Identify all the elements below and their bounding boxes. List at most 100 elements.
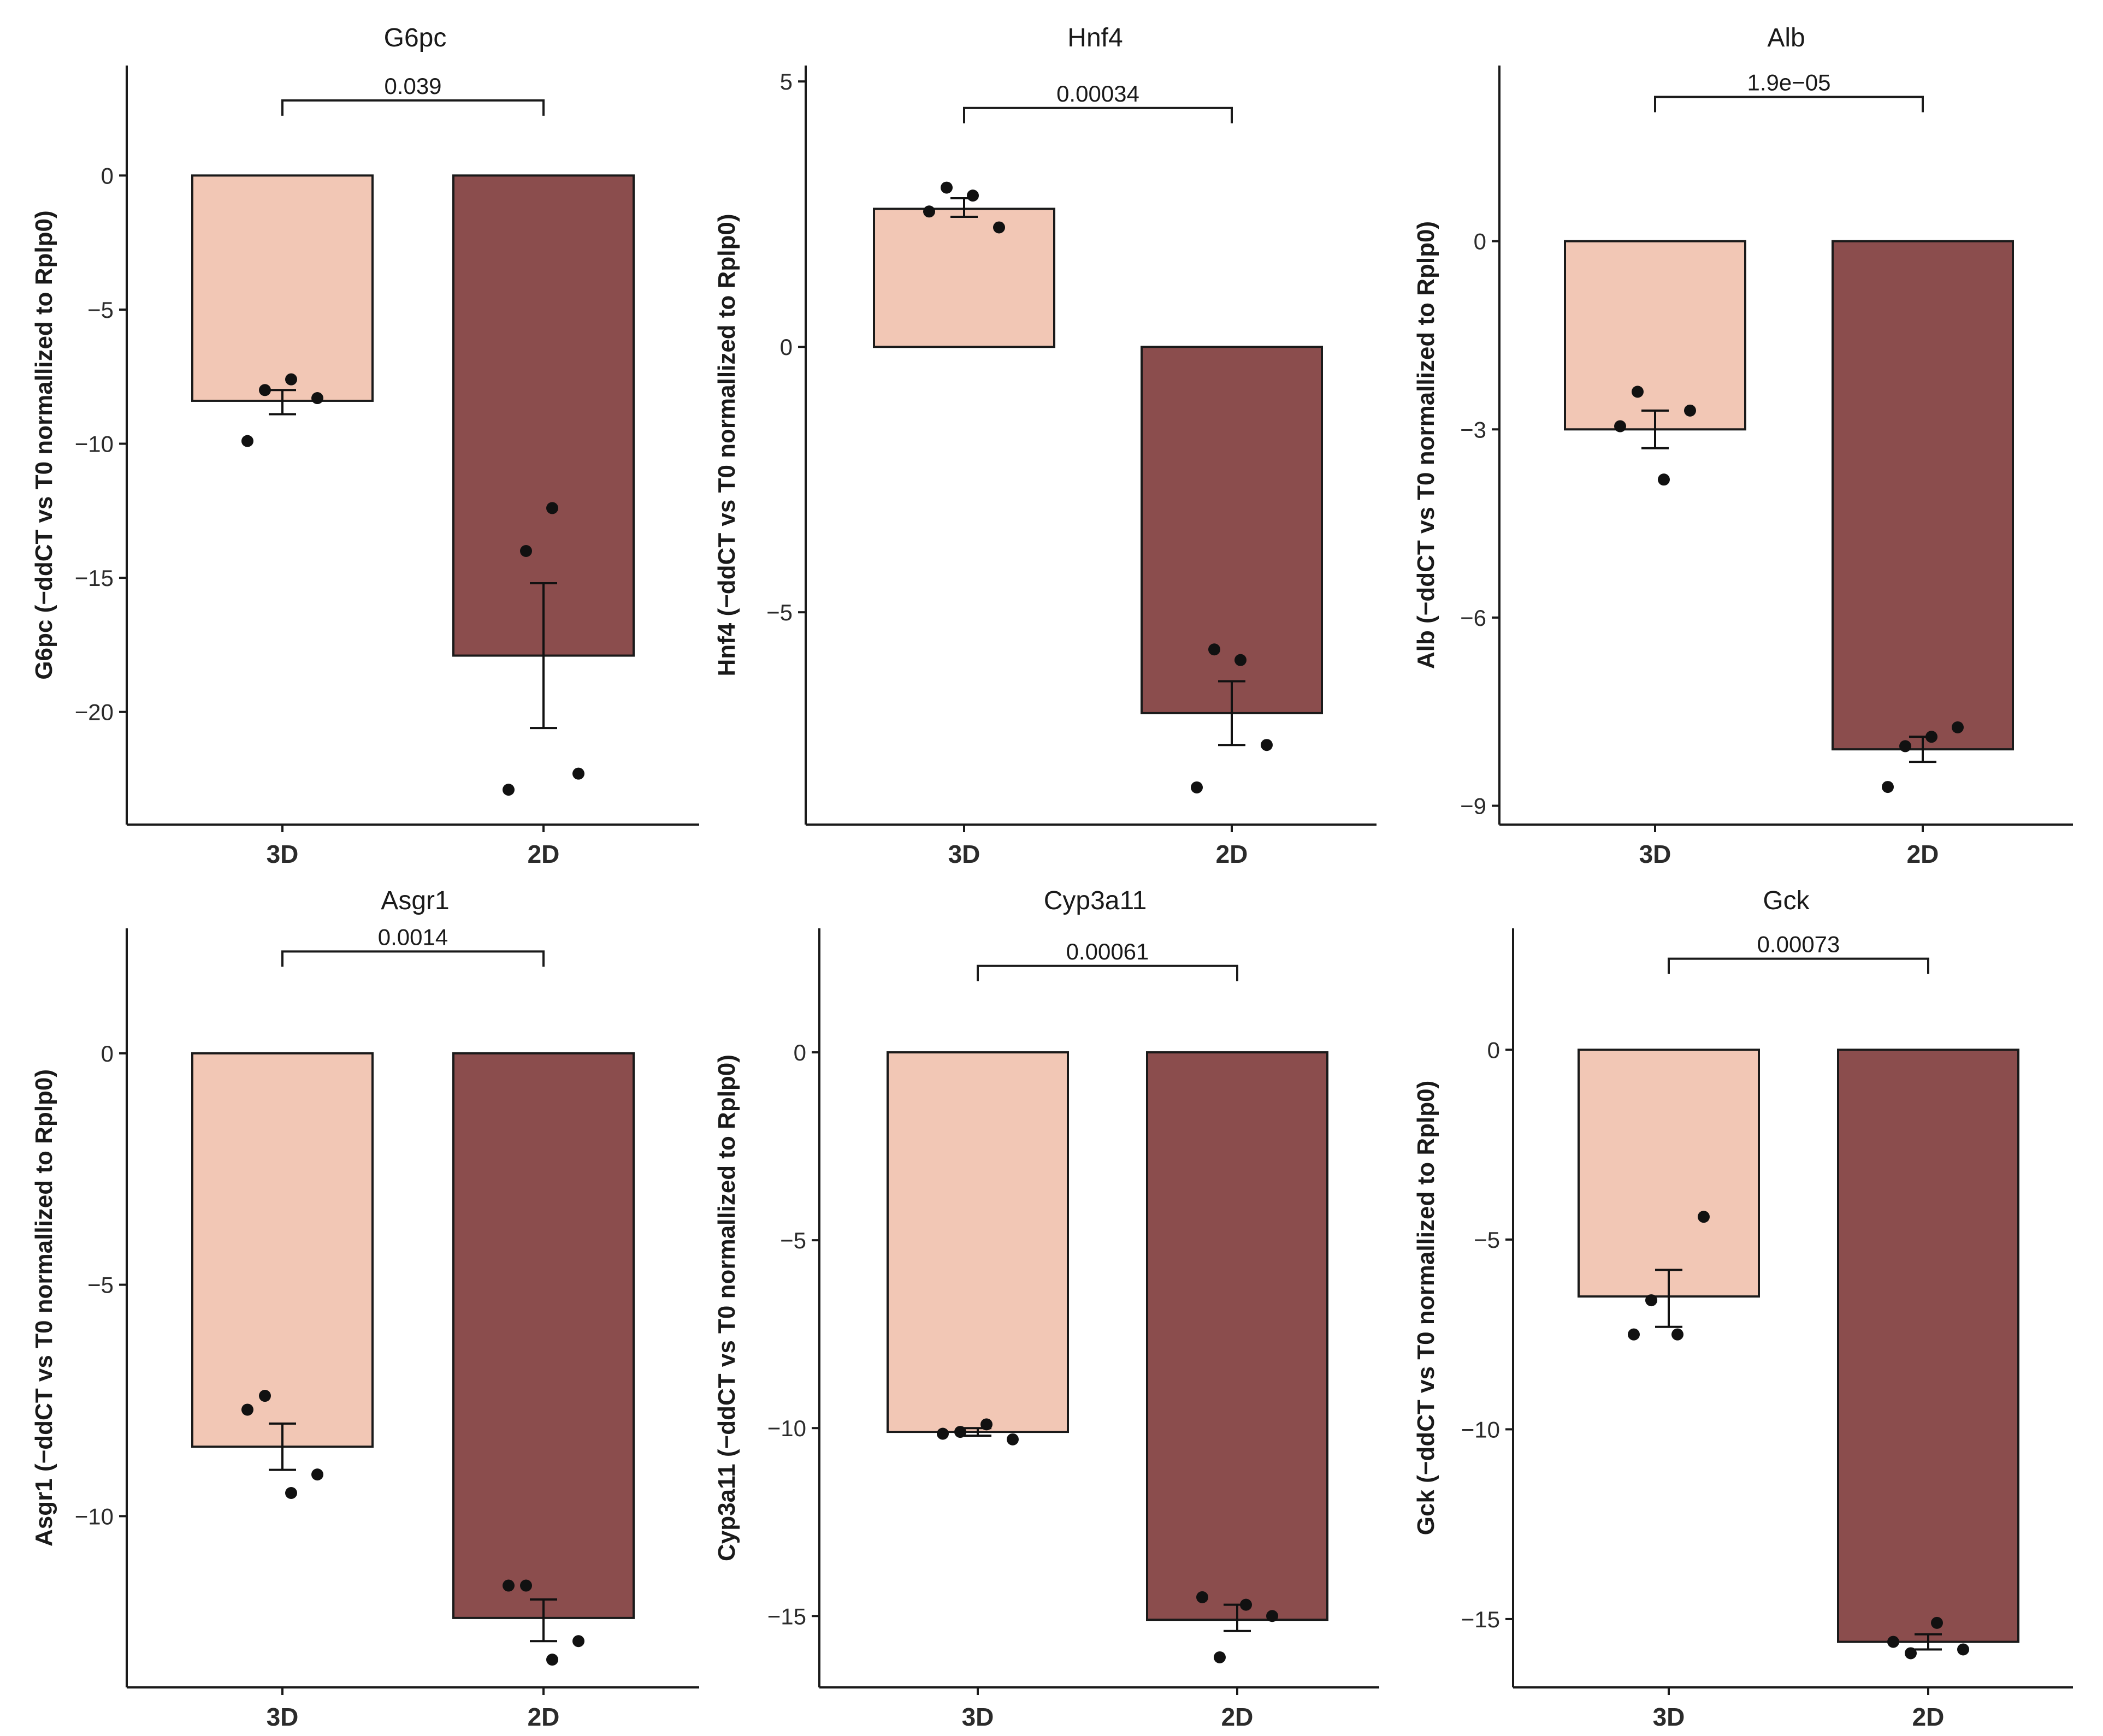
data-point bbox=[1234, 654, 1247, 666]
x-tick-label: 3D bbox=[1639, 840, 1671, 868]
p-value-label: 1.9e−05 bbox=[1747, 69, 1831, 95]
data-point bbox=[1007, 1433, 1019, 1445]
y-tick-label: −20 bbox=[75, 700, 114, 725]
x-tick-label: 2D bbox=[528, 840, 560, 868]
data-point bbox=[259, 1390, 271, 1402]
y-tick-label: −5 bbox=[780, 1228, 806, 1253]
data-point bbox=[1905, 1647, 1917, 1660]
panel-gck: Gck Gck (−ddCT vs T0 normallized to Rplp0… bbox=[1413, 886, 2073, 1731]
data-point bbox=[285, 373, 297, 386]
data-point bbox=[1698, 1211, 1710, 1223]
x-tick-label: 3D bbox=[267, 840, 299, 868]
x-tick-label: 2D bbox=[1221, 1703, 1254, 1731]
y-tick-label: −10 bbox=[75, 1503, 114, 1529]
data-point bbox=[1208, 643, 1220, 656]
data-point bbox=[311, 1468, 323, 1481]
panel-title: Gck bbox=[1763, 886, 1810, 915]
data-point bbox=[1614, 420, 1626, 432]
y-tick-label: −9 bbox=[1460, 793, 1486, 819]
x-tick-label: 3D bbox=[267, 1703, 299, 1731]
data-point bbox=[1925, 731, 1937, 743]
data-point bbox=[520, 545, 532, 558]
data-point bbox=[572, 1635, 584, 1648]
data-point bbox=[967, 189, 979, 202]
y-tick-label: 0 bbox=[1487, 1037, 1500, 1063]
panel-title: Cyp3a11 bbox=[1044, 886, 1147, 915]
y-axis-label: Alb (−ddCT vs T0 normallized to Rplp0) bbox=[1413, 221, 1439, 669]
y-tick-label: −6 bbox=[1460, 605, 1486, 631]
data-point bbox=[937, 1427, 949, 1440]
y-tick-label: 5 bbox=[780, 69, 793, 94]
panel-title: G6pc bbox=[384, 23, 447, 52]
data-point bbox=[1266, 1610, 1278, 1622]
y-tick-label: 0 bbox=[101, 163, 114, 188]
panel-g6pc: G6pc G6pc (−ddCT vs T0 normallized to Rpl… bbox=[31, 23, 699, 868]
significance-bracket bbox=[281, 950, 545, 967]
data-point bbox=[1887, 1636, 1899, 1648]
bar-3d bbox=[873, 208, 1055, 348]
y-tick-label: −10 bbox=[75, 431, 114, 457]
p-value-label: 0.039 bbox=[384, 73, 441, 99]
data-point bbox=[1261, 739, 1273, 751]
x-tick-label: 2D bbox=[528, 1703, 560, 1731]
y-tick-label: −5 bbox=[87, 297, 114, 323]
y-axis-label: Cyp3a11 (−ddCT vs T0 normallized to Rplp… bbox=[713, 1054, 740, 1561]
data-point bbox=[503, 1579, 515, 1592]
panel-asgr1: Asgr1 Asgr1 (−ddCT vs T0 normallized to R… bbox=[31, 886, 699, 1731]
y-tick-label: 0 bbox=[780, 334, 793, 360]
bar-3d bbox=[1564, 240, 1746, 431]
data-point bbox=[259, 384, 271, 396]
data-point bbox=[993, 221, 1005, 234]
panel-alb: Alb Alb (−ddCT vs T0 normallized to Rplp0… bbox=[1413, 23, 2073, 868]
data-point bbox=[241, 435, 253, 447]
x-tick-label: 2D bbox=[1912, 1703, 1945, 1731]
bar-3d bbox=[1578, 1048, 1760, 1298]
data-point bbox=[1628, 1328, 1640, 1341]
x-tick-label: 2D bbox=[1907, 840, 1939, 868]
panel-hnf4: Hnf4 Hnf4 (−ddCT vs T0 normallized to Rpl… bbox=[713, 23, 1377, 868]
panel-title: Alb bbox=[1767, 23, 1805, 52]
data-point bbox=[1240, 1598, 1252, 1611]
data-point bbox=[1671, 1328, 1683, 1341]
y-tick-label: −15 bbox=[75, 565, 114, 591]
data-point bbox=[572, 767, 584, 780]
data-point bbox=[1882, 781, 1894, 793]
data-point bbox=[241, 1403, 253, 1416]
panel-title: Asgr1 bbox=[381, 886, 449, 915]
y-tick-label: −15 bbox=[1461, 1607, 1500, 1632]
bar-3d bbox=[887, 1051, 1069, 1433]
data-point bbox=[1952, 721, 1964, 733]
significance-bracket bbox=[1654, 96, 1924, 112]
data-point bbox=[1645, 1294, 1657, 1307]
y-axis-label: Asgr1 (−ddCT vs T0 normallized to Rplp0) bbox=[31, 1069, 57, 1547]
data-point bbox=[980, 1418, 993, 1431]
significance-bracket bbox=[281, 99, 545, 116]
bar-2d bbox=[452, 174, 635, 657]
x-tick-label: 3D bbox=[948, 840, 980, 868]
significance-bracket bbox=[1668, 957, 1929, 974]
x-tick-label: 2D bbox=[1216, 840, 1248, 868]
y-tick-label: −3 bbox=[1460, 417, 1486, 442]
y-tick-label: −5 bbox=[87, 1272, 114, 1298]
bar-2d bbox=[1146, 1051, 1328, 1621]
bar-3d bbox=[191, 1052, 374, 1448]
significance-bracket bbox=[963, 106, 1233, 123]
data-point bbox=[1632, 386, 1644, 398]
bar-2d bbox=[1837, 1048, 2019, 1643]
data-point bbox=[285, 1487, 297, 1500]
panel-title: Hnf4 bbox=[1067, 23, 1123, 52]
data-point bbox=[520, 1579, 532, 1592]
y-tick-label: 0 bbox=[101, 1041, 114, 1067]
significance-bracket bbox=[977, 964, 1238, 981]
data-point bbox=[1196, 1591, 1208, 1603]
data-point bbox=[1931, 1616, 1943, 1629]
p-value-label: 0.0014 bbox=[378, 924, 448, 950]
panel-cyp3a11: Cyp3a11 Cyp3a11 (−ddCT vs T0 normallized … bbox=[713, 886, 1379, 1731]
y-axis-label: G6pc (−ddCT vs T0 normallized to Rplp0) bbox=[31, 210, 57, 679]
p-value-label: 0.00034 bbox=[1056, 81, 1139, 106]
y-tick-label: −5 bbox=[766, 600, 793, 625]
data-point bbox=[954, 1426, 966, 1438]
y-tick-label: −5 bbox=[1474, 1227, 1500, 1253]
data-point bbox=[503, 784, 515, 796]
